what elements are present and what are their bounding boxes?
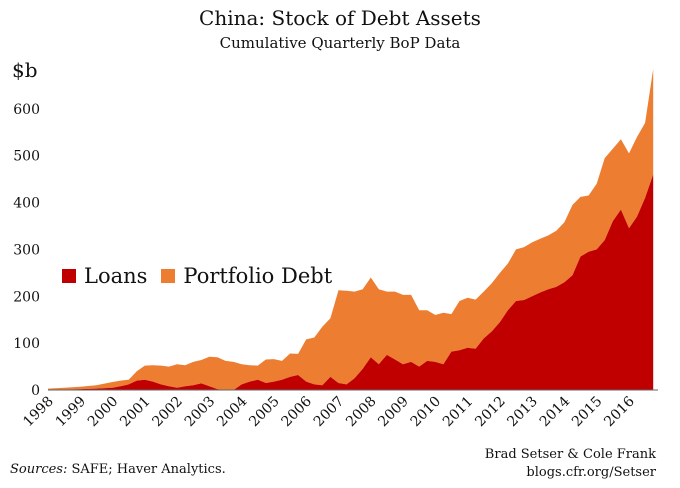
x-tick-label: 2014 bbox=[537, 393, 574, 430]
area-layer bbox=[48, 69, 654, 390]
legend-item-portfolio-debt: Portfolio Debt bbox=[161, 264, 332, 288]
x-tick-label: 2002 bbox=[149, 394, 186, 431]
y-tick-label: 400 bbox=[13, 196, 40, 212]
chart-subtitle: Cumulative Quarterly BoP Data bbox=[219, 34, 461, 52]
area-loans bbox=[48, 174, 654, 390]
x-tick-label: 2016 bbox=[601, 393, 638, 430]
legend: Loans Portfolio Debt bbox=[62, 264, 346, 288]
chart-title: China: Stock of Debt Assets bbox=[199, 6, 481, 30]
x-tick-label: 2003 bbox=[182, 394, 219, 431]
y-tick-label: 300 bbox=[13, 242, 40, 258]
y-tick-label: 500 bbox=[13, 149, 40, 165]
sources-label: Sources: bbox=[10, 462, 68, 477]
legend-label-portfolio-debt: Portfolio Debt bbox=[183, 264, 333, 288]
y-tick-label: 0 bbox=[31, 383, 40, 399]
credit-url: blogs.cfr.org/Setser bbox=[526, 465, 656, 480]
x-tick-label: 2007 bbox=[311, 394, 348, 431]
legend-swatch-loans bbox=[62, 269, 76, 283]
x-tick-label: 2010 bbox=[408, 394, 445, 431]
x-tick-label: 2008 bbox=[343, 394, 380, 431]
y-tick-label: 600 bbox=[13, 102, 40, 118]
x-tick-label: 2012 bbox=[472, 394, 509, 431]
x-tick-label: 2011 bbox=[440, 394, 477, 431]
credit: Brad Setser & Cole Frank blogs.cfr.org/S… bbox=[485, 446, 656, 482]
x-tick-label: 2006 bbox=[279, 393, 316, 430]
x-tick-label: 2004 bbox=[214, 393, 251, 430]
sources-text: SAFE; Haver Analytics. bbox=[67, 462, 226, 477]
sources-note: Sources: SAFE; Haver Analytics. bbox=[10, 462, 226, 477]
y-tick-label: 200 bbox=[13, 289, 40, 305]
x-tick-label: 2005 bbox=[246, 394, 283, 431]
area-portfolio-debt bbox=[48, 69, 654, 390]
x-tick-label: 2015 bbox=[569, 394, 606, 431]
x-tick-label: 2001 bbox=[117, 394, 154, 431]
y-axis-label: $b bbox=[12, 58, 38, 82]
legend-swatch-portfolio-debt bbox=[161, 269, 176, 283]
x-tick-label: 2000 bbox=[85, 394, 122, 431]
x-tick-label: 1999 bbox=[53, 394, 90, 431]
legend-label-loans: Loans bbox=[84, 264, 148, 288]
credit-authors: Brad Setser & Cole Frank bbox=[484, 447, 656, 462]
x-tick-label: 2013 bbox=[504, 394, 541, 431]
y-tick-label: 100 bbox=[13, 336, 40, 352]
x-tick-label: 2009 bbox=[375, 394, 412, 431]
legend-item-loans: Loans bbox=[62, 264, 147, 288]
